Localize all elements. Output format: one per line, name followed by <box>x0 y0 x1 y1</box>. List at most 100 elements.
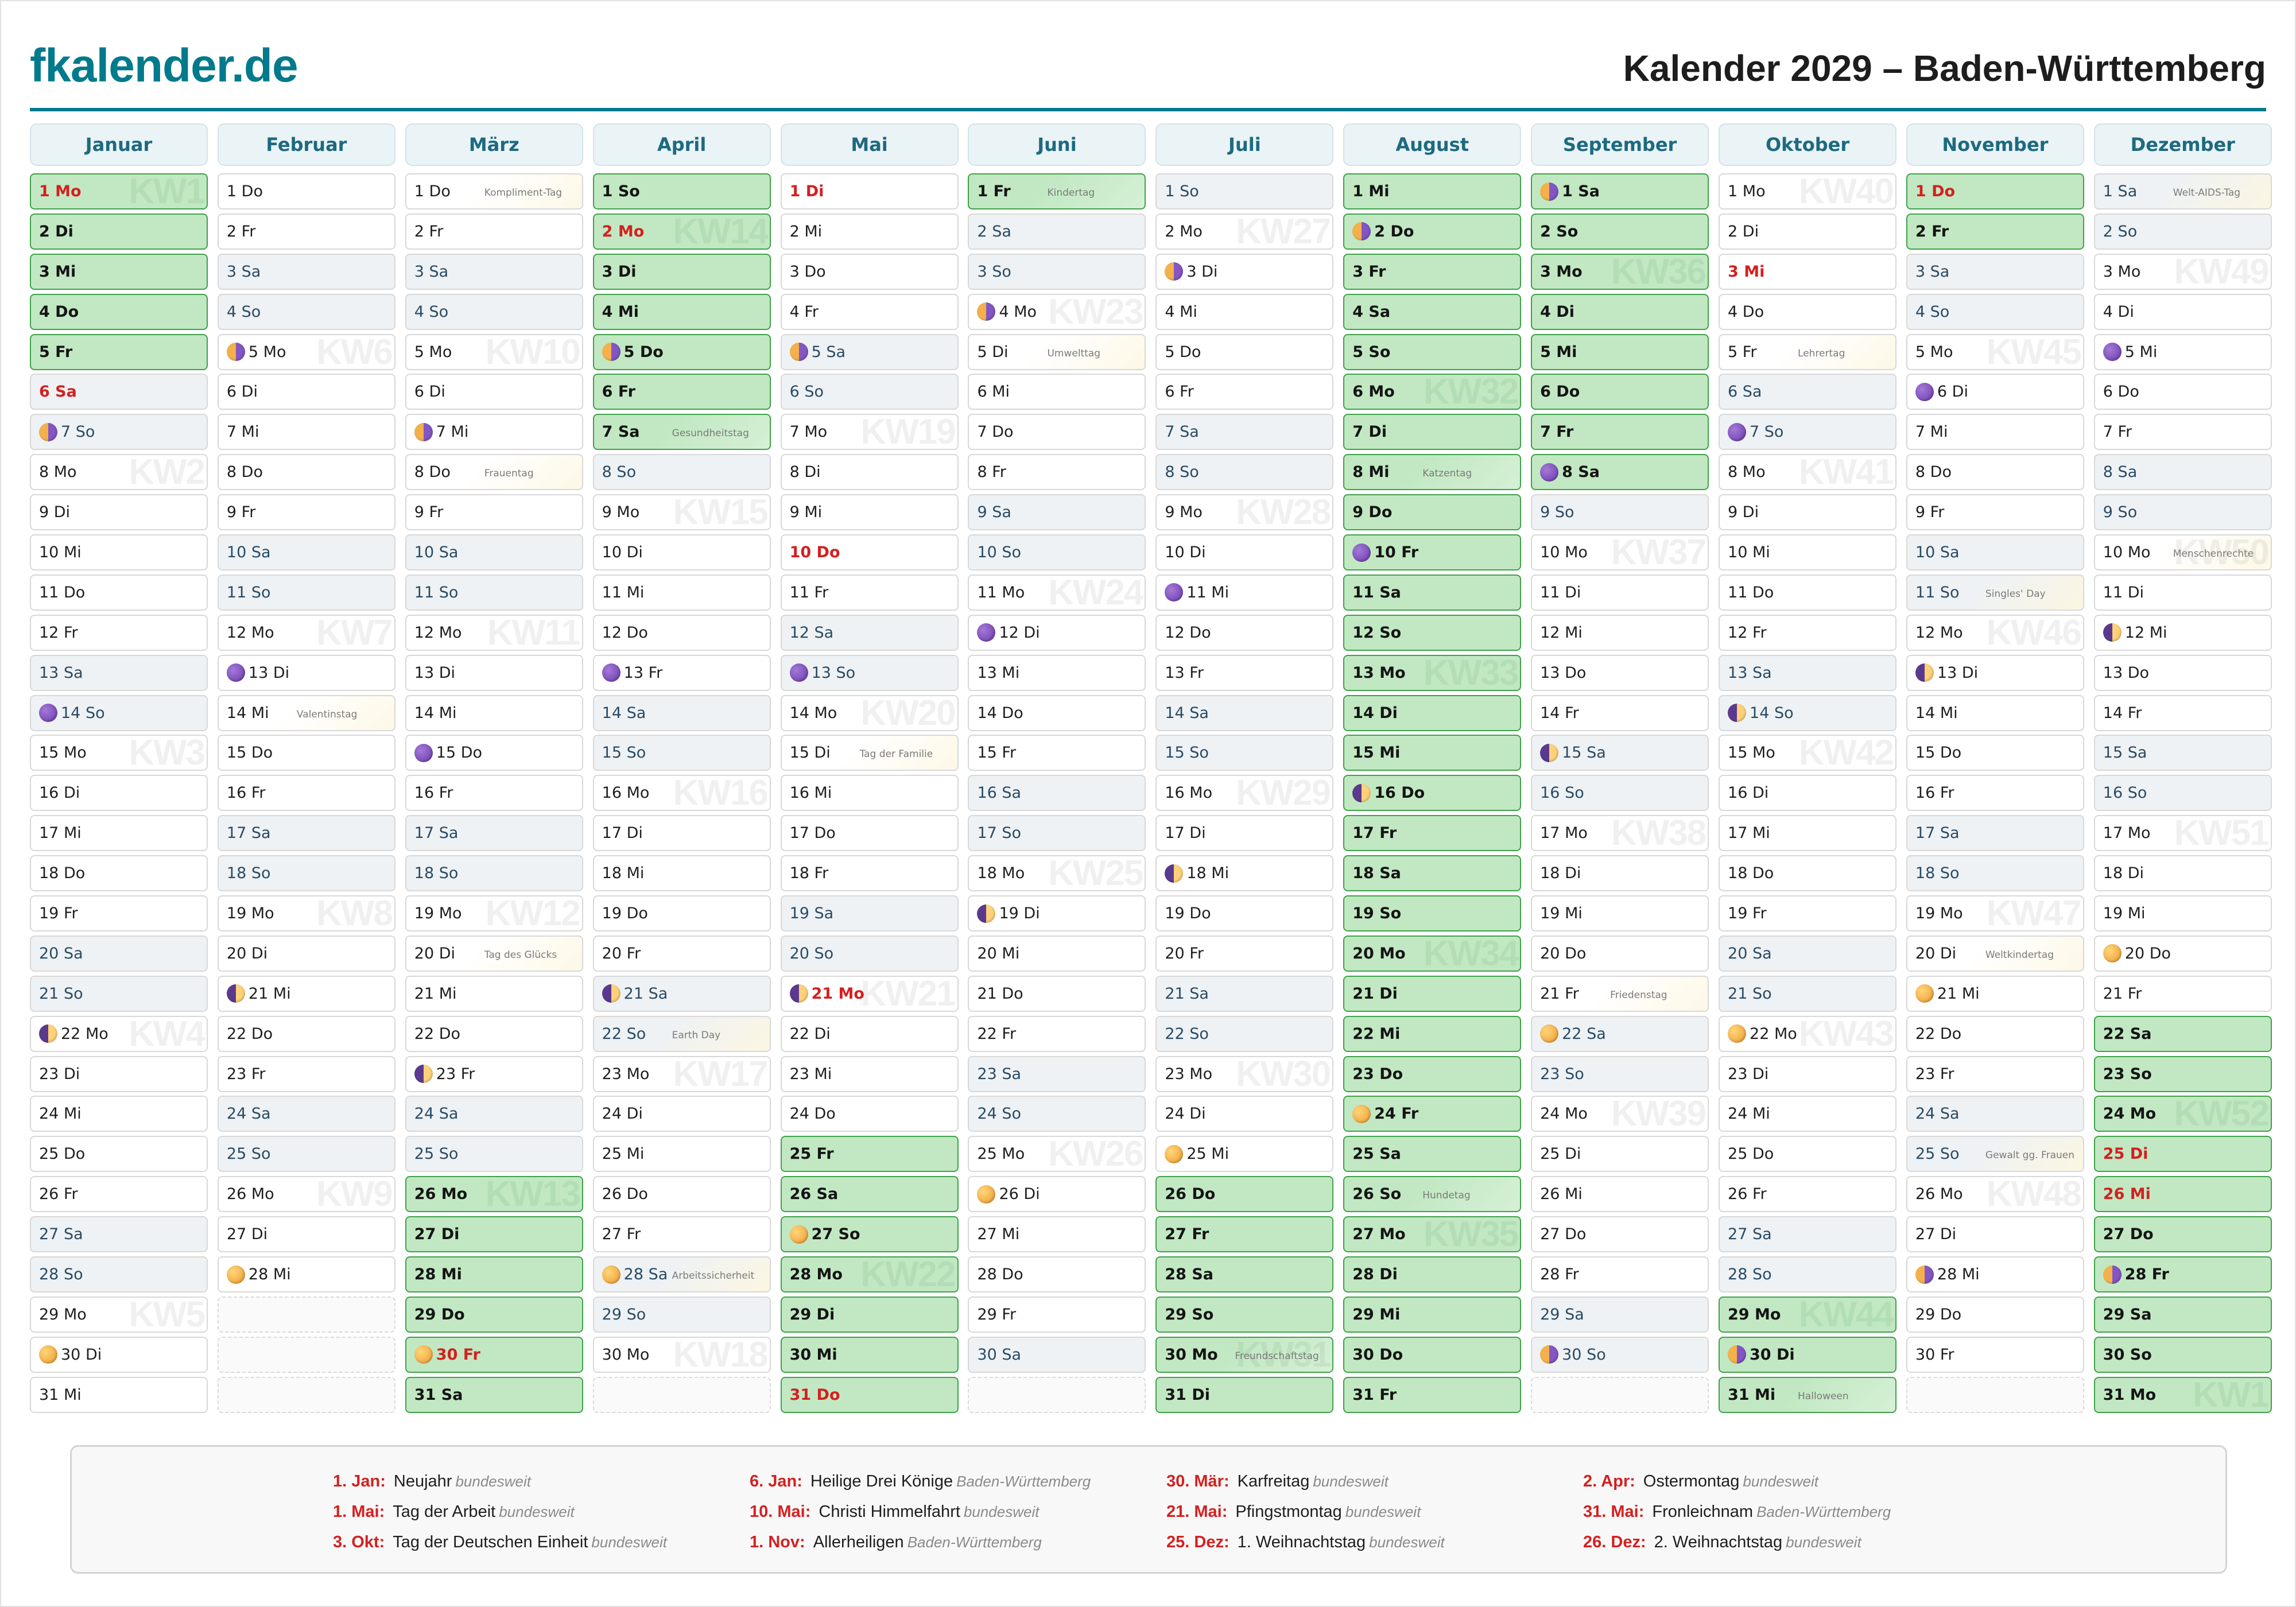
day-cell[interactable]: 17 Fr <box>1343 815 1522 852</box>
day-cell[interactable]: 20 Fr <box>592 935 771 972</box>
day-cell[interactable]: 24 Sa <box>405 1096 583 1132</box>
day-cell[interactable]: KW21 21 Mo <box>780 975 959 1012</box>
day-cell[interactable]: 29 Do <box>1906 1296 2084 1333</box>
day-cell[interactable]: 18 Fr <box>780 855 959 892</box>
day-cell[interactable]: 3 Fr <box>1343 253 1522 290</box>
day-cell[interactable]: 14 Do <box>968 694 1146 731</box>
day-cell[interactable]: 30 Mi <box>780 1336 959 1373</box>
day-cell[interactable]: 30 Fr <box>405 1336 583 1373</box>
day-cell[interactable]: 2 Sa <box>968 213 1146 250</box>
day-cell[interactable]: 26 Mi <box>2093 1176 2272 1213</box>
day-cell[interactable]: 11 Sa <box>1343 574 1522 611</box>
day-cell[interactable]: KW1 1 Mo <box>30 173 208 209</box>
month-header[interactable]: Februar <box>217 123 395 166</box>
day-cell[interactable]: 19 Sa <box>780 895 959 932</box>
day-cell[interactable]: 8 Di <box>780 454 959 491</box>
day-cell[interactable]: 30 So <box>2093 1336 2272 1373</box>
day-cell[interactable]: 15 Di Tag der Familie <box>780 735 959 771</box>
day-cell[interactable]: 3 Sa <box>1906 253 2084 290</box>
day-cell[interactable]: 15 Do <box>217 735 395 771</box>
day-cell[interactable]: 29 Mi <box>1343 1296 1522 1333</box>
day-cell[interactable]: 11 So <box>405 574 583 611</box>
day-cell[interactable]: 2 Fr <box>1906 213 2084 250</box>
day-cell[interactable]: 1 Mi <box>1343 173 1522 209</box>
day-cell[interactable]: KW26 25 Mo <box>968 1136 1146 1173</box>
day-cell[interactable]: 27 Fr <box>1155 1216 1334 1253</box>
day-cell[interactable]: 26 Di <box>968 1176 1146 1213</box>
day-cell[interactable]: 5 So <box>1343 333 1522 370</box>
day-cell[interactable]: 2 Di <box>1719 213 1897 250</box>
day-cell[interactable]: 13 So <box>780 654 959 691</box>
month-header[interactable]: März <box>405 123 583 166</box>
day-cell[interactable]: 7 Di <box>1343 414 1522 451</box>
day-cell[interactable]: 7 Mi <box>217 414 395 451</box>
day-cell[interactable]: 24 Sa <box>1906 1096 2084 1132</box>
day-cell[interactable]: KW23 4 Mo <box>968 293 1146 330</box>
day-cell[interactable]: 25 So <box>217 1136 395 1173</box>
day-cell[interactable]: 30 Do <box>1343 1336 1522 1373</box>
day-cell[interactable]: 19 So <box>1343 895 1522 932</box>
day-cell[interactable]: 4 Do <box>30 293 208 330</box>
day-cell[interactable]: KW4 22 Mo <box>30 1015 208 1052</box>
day-cell[interactable]: 19 Fr <box>1719 895 1897 932</box>
day-cell[interactable]: 20 Do <box>1531 935 1709 972</box>
day-cell[interactable]: 29 Sa <box>1531 1296 1709 1333</box>
day-cell[interactable]: KW2 8 Mo <box>30 454 208 491</box>
day-cell[interactable]: 26 Mi <box>1531 1176 1709 1213</box>
day-cell[interactable]: 15 Do <box>1906 735 2084 771</box>
day-cell[interactable]: 9 Di <box>30 494 208 531</box>
day-cell[interactable]: 6 Di <box>405 374 583 410</box>
day-cell[interactable]: 25 So <box>405 1136 583 1173</box>
day-cell[interactable]: 10 Di <box>1155 534 1334 571</box>
day-cell[interactable]: 4 Fr <box>780 293 959 330</box>
day-cell[interactable]: 23 So <box>2093 1055 2272 1092</box>
day-cell[interactable]: 25 Do <box>1719 1136 1897 1173</box>
day-cell[interactable]: 17 Mi <box>30 815 208 852</box>
day-cell[interactable]: 13 Sa <box>30 654 208 691</box>
day-cell[interactable]: 10 Fr <box>1343 534 1522 571</box>
day-cell[interactable]: KW47 19 Mo <box>1906 895 2084 932</box>
day-cell[interactable]: 1 Fr Kindertag <box>968 173 1146 209</box>
day-cell[interactable]: 6 Do <box>1531 374 1709 410</box>
day-cell[interactable]: 14 Mi <box>405 694 583 731</box>
day-cell[interactable]: 8 Mi Katzentag <box>1343 454 1522 491</box>
day-cell[interactable]: 26 So Hundetag <box>1343 1176 1522 1213</box>
day-cell[interactable]: 8 Do <box>1906 454 2084 491</box>
day-cell[interactable]: 6 Di <box>217 374 395 410</box>
day-cell[interactable]: 8 So <box>1155 454 1334 491</box>
day-cell[interactable]: 16 Fr <box>405 775 583 812</box>
day-cell[interactable]: 5 Fr <box>30 333 208 370</box>
day-cell[interactable]: KW14 2 Mo <box>592 213 771 250</box>
day-cell[interactable]: KW34 20 Mo <box>1343 935 1522 972</box>
day-cell[interactable]: 9 Di <box>1719 494 1897 531</box>
day-cell[interactable]: 13 Di <box>217 654 395 691</box>
month-header[interactable]: Mai <box>780 123 959 166</box>
day-cell[interactable]: 6 Fr <box>1155 374 1334 410</box>
day-cell[interactable]: 4 Di <box>1531 293 1709 330</box>
month-header[interactable]: Juli <box>1155 123 1334 166</box>
day-cell[interactable]: 18 Do <box>30 855 208 892</box>
day-cell[interactable]: 24 Di <box>592 1096 771 1132</box>
day-cell[interactable]: KW40 1 Mo <box>1719 173 1897 209</box>
day-cell[interactable]: 29 Di <box>780 1296 959 1333</box>
day-cell[interactable]: 30 Di <box>1719 1336 1897 1373</box>
month-header[interactable]: Juni <box>968 123 1146 166</box>
day-cell[interactable]: 17 Do <box>780 815 959 852</box>
day-cell[interactable]: 18 So <box>405 855 583 892</box>
day-cell[interactable]: 15 Fr <box>968 735 1146 771</box>
day-cell[interactable]: 11 So Singles' Day <box>1906 574 2084 611</box>
day-cell[interactable]: 10 Di <box>592 534 771 571</box>
day-cell[interactable]: 28 Mi <box>1906 1256 2084 1293</box>
day-cell[interactable]: 2 Fr <box>217 213 395 250</box>
day-cell[interactable]: 27 Mi <box>968 1216 1146 1253</box>
day-cell[interactable]: KW10 5 Mo <box>405 333 583 370</box>
day-cell[interactable]: KW44 29 Mo <box>1719 1296 1897 1333</box>
day-cell[interactable]: KW17 23 Mo <box>592 1055 771 1092</box>
day-cell[interactable]: 17 Di <box>592 815 771 852</box>
day-cell[interactable]: 13 Do <box>2093 654 2272 691</box>
day-cell[interactable]: KW6 5 Mo <box>217 333 395 370</box>
day-cell[interactable]: 28 Fr <box>2093 1256 2272 1293</box>
day-cell[interactable]: 14 Sa <box>1155 694 1334 731</box>
day-cell[interactable]: 3 Di <box>592 253 771 290</box>
day-cell[interactable]: 9 Do <box>1343 494 1522 531</box>
